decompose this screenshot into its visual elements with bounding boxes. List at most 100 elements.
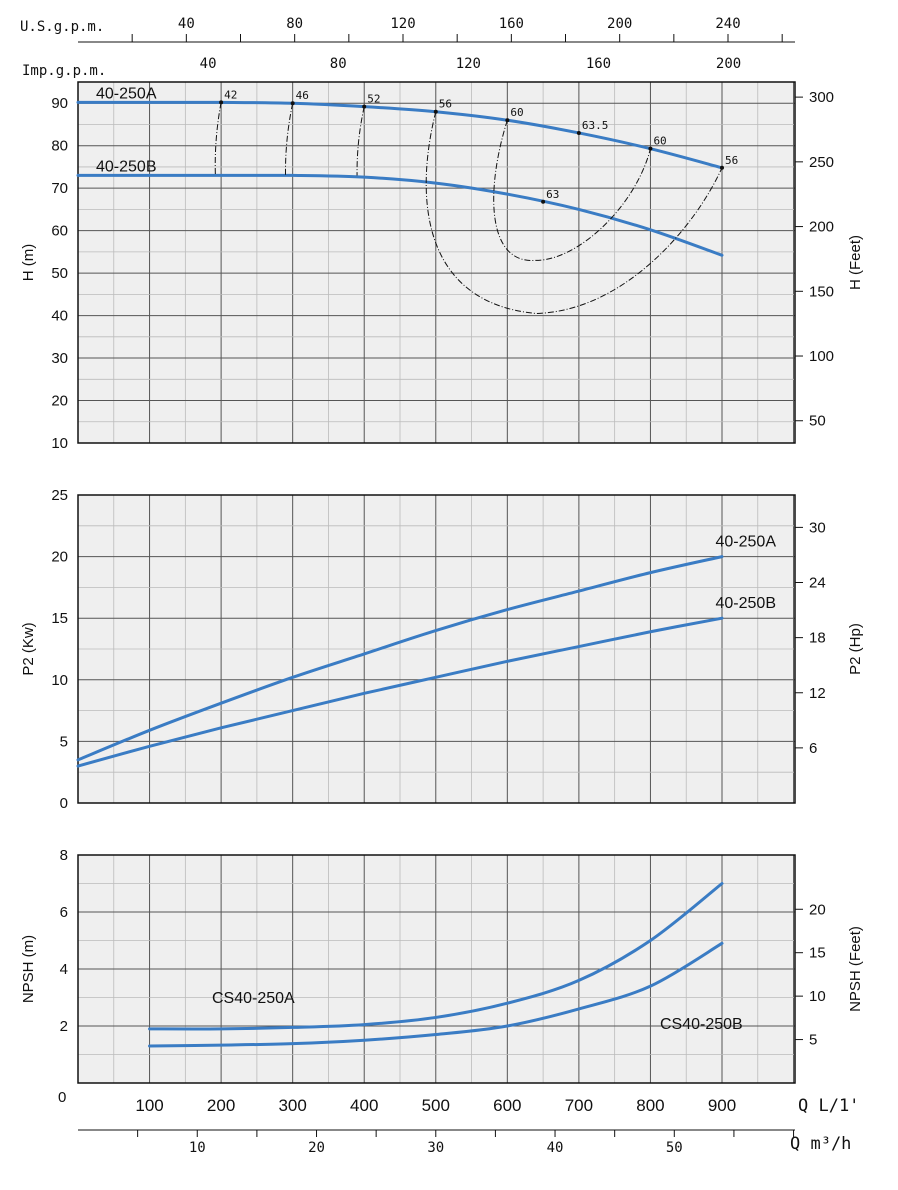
ql-tick-label: 600 xyxy=(493,1096,521,1115)
ql-tick-label: 900 xyxy=(708,1096,736,1115)
y-tick-label: 6 xyxy=(60,904,68,921)
power-plot-border xyxy=(77,494,796,804)
qm3h-tick-label: 50 xyxy=(666,1140,683,1156)
efficiency-label: 46 xyxy=(296,89,309,102)
ql-tick-label: 500 xyxy=(422,1096,450,1115)
y-tick-label: 10 xyxy=(51,672,68,689)
series-label-40-250B: 40-250B xyxy=(716,595,777,612)
origin-label: 0 xyxy=(58,1089,66,1106)
impgpm-tick-label: 200 xyxy=(716,56,741,72)
right-tick-label: 50 xyxy=(809,413,826,430)
efficiency-label: 56 xyxy=(725,154,738,167)
ql-tick-label: 800 xyxy=(636,1096,664,1115)
right-tick-label: 150 xyxy=(809,283,834,300)
y-tick-label: 70 xyxy=(51,180,68,197)
efficiency-point xyxy=(541,199,546,204)
y-tick-label: 15 xyxy=(51,610,68,627)
power-ylabel: P2 (Kw) xyxy=(20,622,37,675)
power-panel: 0 5 10 15 20 25 6 12 18 24 30 P2 (Kw) P2 (Hp) 40-250A… xyxy=(20,487,864,812)
y-tick-label: 0 xyxy=(60,795,68,812)
usgpm-tick-label: 200 xyxy=(607,16,632,32)
impgpm-tick-label: 80 xyxy=(330,56,347,72)
ql-tick-label: 300 xyxy=(278,1096,306,1115)
y-tick-label: 2 xyxy=(60,1018,68,1035)
efficiency-label: 60 xyxy=(510,106,523,119)
series-label-40-250A: 40-250A xyxy=(716,534,777,551)
ql-tick-label: 200 xyxy=(207,1096,235,1115)
series-line-40-250B xyxy=(76,616,724,768)
efficiency-point xyxy=(576,130,581,135)
series-label-CS40-250B: CS40-250B xyxy=(660,1016,743,1033)
efficiency-label: 63.5 xyxy=(582,119,609,132)
right-tick-label: 30 xyxy=(809,519,826,536)
y-tick-label: 20 xyxy=(51,393,68,410)
right-tick-label: 20 xyxy=(809,901,826,918)
usgpm-tick-label: 40 xyxy=(178,16,195,32)
series-line-40-250A xyxy=(76,555,724,762)
y-tick-label: 8 xyxy=(60,847,68,864)
ql-tick-label: 400 xyxy=(350,1096,378,1115)
efficiency-label: 42 xyxy=(224,88,237,101)
head-plot-area xyxy=(78,82,795,443)
right-tick-label: 250 xyxy=(809,154,834,171)
impgpm-tick-label: 160 xyxy=(586,56,611,72)
qm3h-axis-label: Q m³/h xyxy=(790,1134,851,1154)
efficiency-label: 63 xyxy=(546,188,559,201)
qm3h-tick-label: 20 xyxy=(308,1140,325,1156)
head-ylabel: H (m) xyxy=(20,244,37,282)
right-tick-label: 15 xyxy=(809,945,826,962)
impgpm-tick-label: 120 xyxy=(456,56,481,72)
series-label-CS40-250A: CS40-250A xyxy=(212,990,295,1007)
y-tick-label: 20 xyxy=(51,549,68,566)
efficiency-label: 60 xyxy=(653,135,666,148)
qm3h-tick-label: 40 xyxy=(547,1140,564,1156)
npsh-panel: 2 4 6 8 5 10 15 20 NPSH (m) NPSH (Feet) CS40-250A C… xyxy=(20,847,864,1084)
y-tick-label: 5 xyxy=(60,733,68,750)
right-tick-label: 100 xyxy=(809,348,834,365)
right-tick-label: 12 xyxy=(809,685,826,702)
power-ylabel-right: P2 (Hp) xyxy=(847,623,864,675)
head-ylabel-right: H (Feet) xyxy=(847,235,864,290)
y-tick-label: 25 xyxy=(51,487,68,504)
npsh-ylabel-right: NPSH (Feet) xyxy=(847,926,864,1012)
y-tick-label: 80 xyxy=(51,138,68,155)
impgpm-tick-label: 40 xyxy=(200,56,217,72)
top-axes-group: U.S.g.p.m. Imp.g.p.m. 40 80 120 160 200 240 40… xyxy=(20,16,795,90)
impgpm-axis-label: Imp.g.p.m. xyxy=(22,63,106,79)
right-tick-label: 200 xyxy=(809,219,834,236)
series-line-40-250A xyxy=(76,100,724,170)
y-tick-label: 90 xyxy=(51,95,68,112)
ql-tick-label: 100 xyxy=(135,1096,163,1115)
y-tick-label: 4 xyxy=(60,961,68,978)
right-tick-label: 300 xyxy=(809,89,834,106)
head-plot-border xyxy=(77,81,796,444)
iso-efficiency-loop-60 xyxy=(493,120,651,261)
usgpm-tick-label: 160 xyxy=(499,16,524,32)
usgpm-tick-label: 120 xyxy=(390,16,415,32)
iso-efficiency-loop-56 xyxy=(425,111,723,314)
ql-axis-label: Q L/1' xyxy=(798,1096,859,1116)
npsh-plot-border xyxy=(77,854,796,1084)
y-tick-label: 30 xyxy=(51,350,68,367)
y-tick-label: 10 xyxy=(51,435,68,452)
series-label-40-250B: 40-250B xyxy=(96,158,157,175)
ql-tick-label: 700 xyxy=(565,1096,593,1115)
efficiency-label: 56 xyxy=(439,98,452,111)
npsh-ylabel: NPSH (m) xyxy=(20,935,37,1003)
bottom-axes-group: 0 Q L/1' Q m³/h 100 200 300 400 500 600 700 800… xyxy=(58,1089,859,1156)
series-line-CS40-250B xyxy=(148,941,724,1048)
usgpm-tick-label: 240 xyxy=(715,16,740,32)
usgpm-tick-label: 80 xyxy=(286,16,303,32)
iso-efficiency-line xyxy=(214,102,222,176)
head-panel: 10 20 30 40 50 60 70 80 90 50 100 150 200 250 300 H (m)… xyxy=(20,81,864,452)
right-tick-label: 10 xyxy=(809,988,826,1005)
series-label-40-250A: 40-250A xyxy=(96,85,157,102)
right-tick-label: 5 xyxy=(809,1032,817,1049)
y-tick-label: 40 xyxy=(51,308,68,325)
right-tick-label: 6 xyxy=(809,740,817,757)
qm3h-tick-label: 10 xyxy=(189,1140,206,1156)
usgpm-axis-label: U.S.g.p.m. xyxy=(20,19,104,35)
qm3h-tick-label: 30 xyxy=(427,1140,444,1156)
